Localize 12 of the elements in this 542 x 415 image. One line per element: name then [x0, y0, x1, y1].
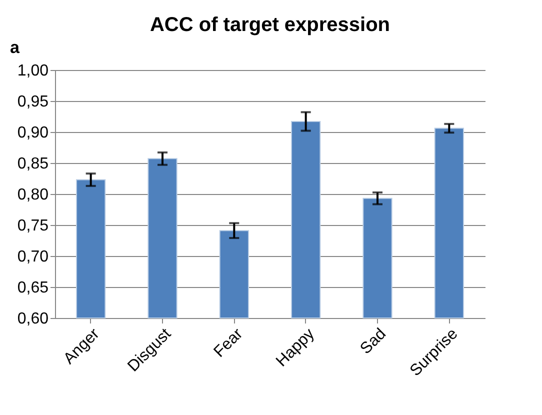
y-tick-label: 0,65: [17, 280, 49, 296]
y-tick-label: 0,95: [17, 94, 49, 110]
chart-title: ACC of target expression: [150, 14, 390, 36]
y-tick-label: 0,70: [17, 248, 49, 266]
y-tick-label: 0,80: [17, 186, 49, 204]
text: a: [10, 38, 20, 57]
y-tick-label: 0,85: [17, 156, 49, 172]
y-tick-label: 0,75: [17, 218, 49, 234]
y-tick-label: 0,90: [17, 124, 49, 142]
x-tick-label: Sad: [357, 326, 390, 358]
y-tick-label: 1,00: [17, 62, 49, 80]
y-tick-label: 0,60: [17, 310, 49, 328]
